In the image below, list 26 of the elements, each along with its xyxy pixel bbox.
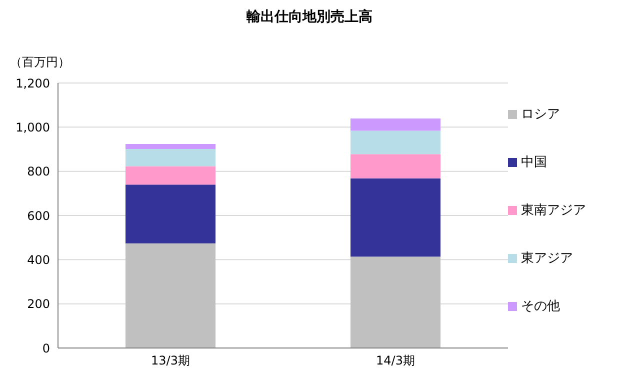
y-tick-label: 400: [27, 252, 50, 267]
bar: [350, 118, 440, 131]
legend-label: 中国: [521, 154, 547, 171]
y-axis-title: （百万円）: [10, 54, 70, 71]
bar: [126, 184, 216, 244]
y-tick-label: 600: [27, 208, 50, 223]
bar: [126, 144, 216, 150]
legend-label: ロシア: [521, 106, 560, 123]
bar: [126, 166, 216, 185]
bar: [350, 256, 440, 348]
y-tick-label: 0: [42, 341, 50, 356]
bar: [350, 154, 440, 178]
legend-label: 東南アジア: [521, 202, 586, 219]
chart-title: 輸出仕向地別売上高: [246, 8, 374, 26]
y-tick-label: 800: [27, 164, 50, 179]
bar: [126, 243, 216, 348]
bar: [126, 149, 216, 166]
y-tick-label: 200: [27, 297, 50, 312]
x-tick-label: 14/3期: [376, 354, 415, 368]
bar: [350, 130, 440, 154]
y-tick-label: 1,000: [16, 120, 50, 134]
y-tick-label: 1,200: [16, 76, 50, 90]
legend-label: 東アジア: [521, 250, 573, 267]
x-tick-label: 13/3期: [151, 354, 190, 368]
legend-label: その他: [521, 298, 560, 315]
bar: [350, 178, 440, 257]
